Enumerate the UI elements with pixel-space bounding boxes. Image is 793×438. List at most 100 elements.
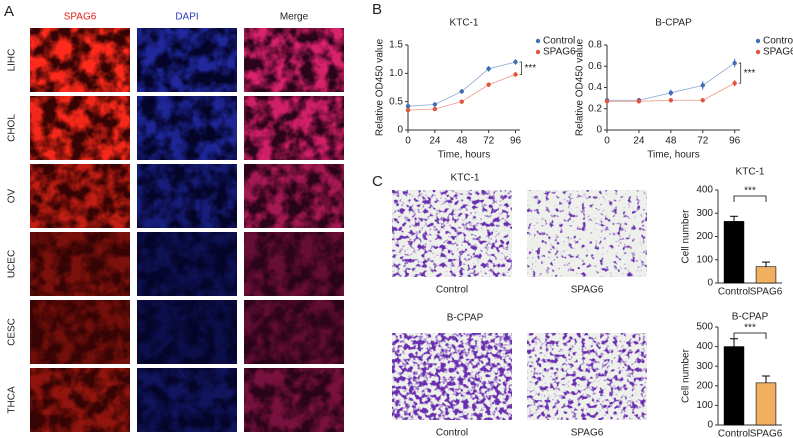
y-tick-label: 200 xyxy=(696,231,713,242)
micrograph-texture xyxy=(30,368,130,432)
y-axis-label: Cell number xyxy=(681,348,692,403)
data-point xyxy=(459,89,464,94)
image-label: SPAG6 xyxy=(571,428,604,438)
column-header: Merge xyxy=(280,12,309,23)
bar xyxy=(755,382,777,426)
y-tick-label: 0 xyxy=(397,125,403,136)
x-axis-label: Time, hours xyxy=(647,150,699,161)
significance-bracket xyxy=(738,62,742,84)
bar xyxy=(723,346,745,426)
legend-label: SPAG6 xyxy=(543,47,576,58)
transwell-stain xyxy=(527,190,647,277)
data-point xyxy=(486,66,491,72)
data-point xyxy=(700,83,705,88)
panel-label: C xyxy=(372,173,383,190)
y-tick-label: 0 xyxy=(707,278,713,289)
annotation: *** xyxy=(744,68,756,79)
x-axis-label: Time, hours xyxy=(438,150,490,161)
data-point xyxy=(432,102,438,107)
legend-marker xyxy=(755,38,761,44)
x-tick-label: 48 xyxy=(665,136,677,147)
data-point xyxy=(513,59,518,65)
y-tick-label: 500 xyxy=(696,322,713,333)
x-tick-label: Control xyxy=(718,287,750,298)
y-tick-label: 100 xyxy=(696,254,713,265)
chart-title: KTC-1 xyxy=(736,167,765,178)
x-tick-label: 0 xyxy=(405,136,411,147)
micrograph-texture xyxy=(30,300,130,364)
x-tick-label: 48 xyxy=(456,136,468,147)
micrograph-texture xyxy=(244,368,344,432)
y-tick-label: 0.8 xyxy=(588,40,602,51)
row-label: CESC xyxy=(7,318,18,346)
x-tick-label: 96 xyxy=(729,136,741,147)
micrograph-texture xyxy=(244,96,344,160)
data-point xyxy=(405,107,411,113)
y-tick-label: 1.5 xyxy=(389,40,403,51)
image-label: Control xyxy=(436,428,468,438)
y-tick-label: 200 xyxy=(696,380,713,391)
transwell-stain xyxy=(392,190,512,277)
y-axis-label: Relative OD450 value xyxy=(375,38,386,136)
y-tick-label: 300 xyxy=(696,208,713,219)
data-point xyxy=(732,60,737,66)
micrograph-texture xyxy=(30,96,130,160)
micrograph-texture xyxy=(244,164,344,228)
y-axis-label: Cell number xyxy=(681,209,692,264)
y-tick-label: 400 xyxy=(696,341,713,352)
annotation: *** xyxy=(744,323,756,334)
y-tick-label: 0.6 xyxy=(588,61,602,72)
transwell-stain xyxy=(527,333,647,420)
chart-title: KTC-1 xyxy=(450,18,479,29)
column-header: SPAG6 xyxy=(64,12,97,23)
significance-bracket xyxy=(519,61,522,75)
micrograph-texture xyxy=(137,96,237,160)
image-label: Control xyxy=(436,285,468,296)
x-tick-label: 96 xyxy=(510,136,522,147)
data-point xyxy=(604,99,610,104)
chart-title: B-CPAP xyxy=(655,18,692,29)
y-axis-label: Relative OD450 value xyxy=(575,38,586,136)
row-label: OV xyxy=(7,188,18,203)
micrograph-texture xyxy=(137,232,237,296)
y-tick-label: 400 xyxy=(696,185,713,196)
legend-marker xyxy=(755,49,761,55)
row-label: UCEC xyxy=(7,250,18,278)
data-point xyxy=(432,106,438,112)
micrograph-texture xyxy=(137,300,237,364)
x-tick-label: 72 xyxy=(697,136,709,147)
row-label: CHOL xyxy=(7,114,18,142)
x-tick-label: SPAG6 xyxy=(750,429,783,438)
x-tick-label: 24 xyxy=(429,136,441,147)
x-tick-label: Control xyxy=(718,429,750,438)
micrograph-texture xyxy=(137,368,237,432)
y-tick-label: 0 xyxy=(707,420,713,431)
significance-bracket xyxy=(733,332,767,339)
data-point xyxy=(513,72,518,77)
panel-label: A xyxy=(4,3,14,20)
data-point xyxy=(668,90,674,96)
y-tick-label: 1.0 xyxy=(389,68,403,79)
micrograph-texture xyxy=(30,232,130,296)
legend-label: Control xyxy=(763,36,793,47)
micrograph-texture xyxy=(30,164,130,228)
image-title: B-CPAP xyxy=(447,313,484,324)
annotation: *** xyxy=(744,186,756,197)
x-tick-label: 0 xyxy=(604,136,610,147)
data-point xyxy=(459,99,464,104)
significance-bracket xyxy=(733,195,767,202)
legend-label: Control xyxy=(543,36,575,47)
image-title: KTC-1 xyxy=(451,173,480,184)
data-point xyxy=(732,81,737,86)
chart-title: B-CPAP xyxy=(732,312,769,323)
x-tick-label: 24 xyxy=(633,136,645,147)
x-tick-label: 72 xyxy=(483,136,495,147)
column-header: DAPI xyxy=(175,12,198,23)
data-point xyxy=(700,98,705,103)
x-tick-label: SPAG6 xyxy=(750,287,783,298)
y-tick-label: 0.5 xyxy=(389,96,403,107)
bar xyxy=(723,221,745,284)
micrograph-texture xyxy=(244,300,344,364)
